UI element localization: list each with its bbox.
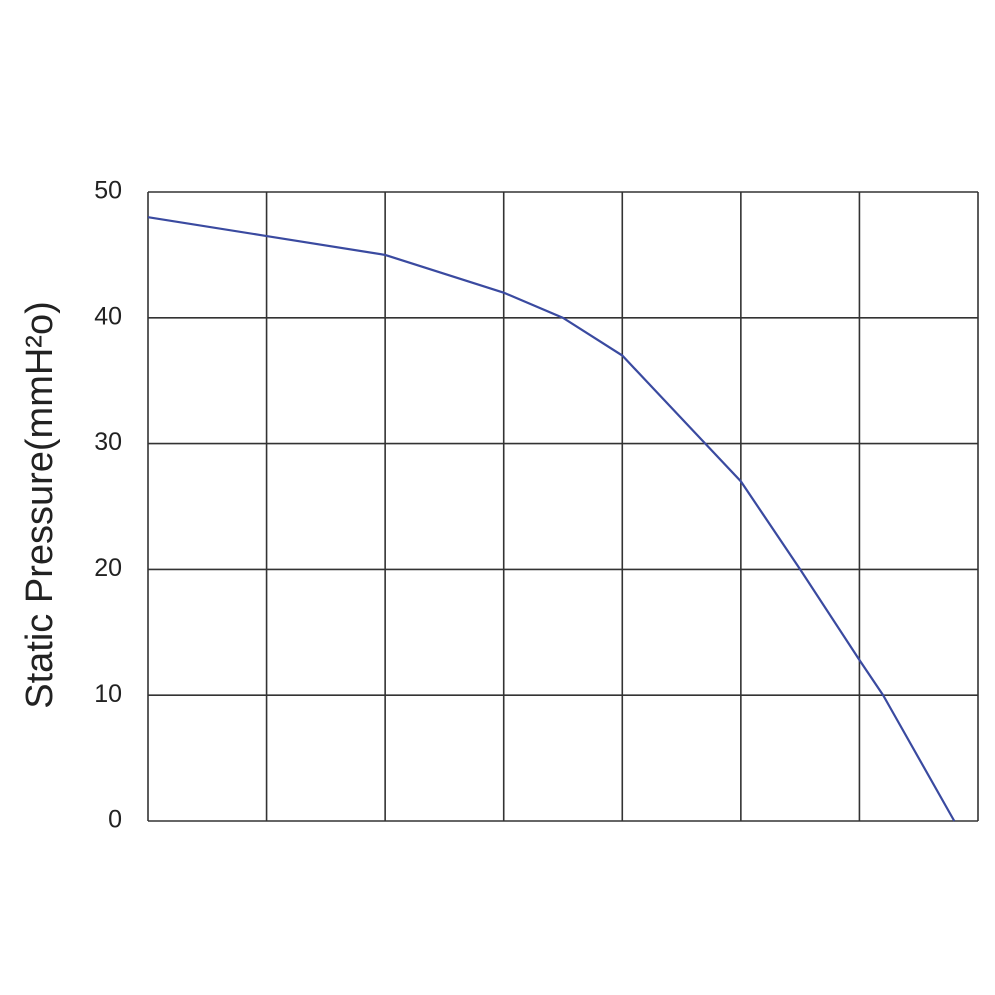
y-tick-label: 40	[94, 302, 122, 330]
y-tick-label: 10	[94, 680, 122, 708]
y-tick-label: 0	[108, 806, 122, 834]
y-tick-label: 50	[94, 177, 122, 205]
data-line	[147, 216, 956, 822]
y-axis-label: Static Pressure(mmH²o)	[19, 301, 61, 709]
y-tick-label: 20	[94, 554, 122, 582]
y-tick-label: 30	[94, 428, 122, 456]
